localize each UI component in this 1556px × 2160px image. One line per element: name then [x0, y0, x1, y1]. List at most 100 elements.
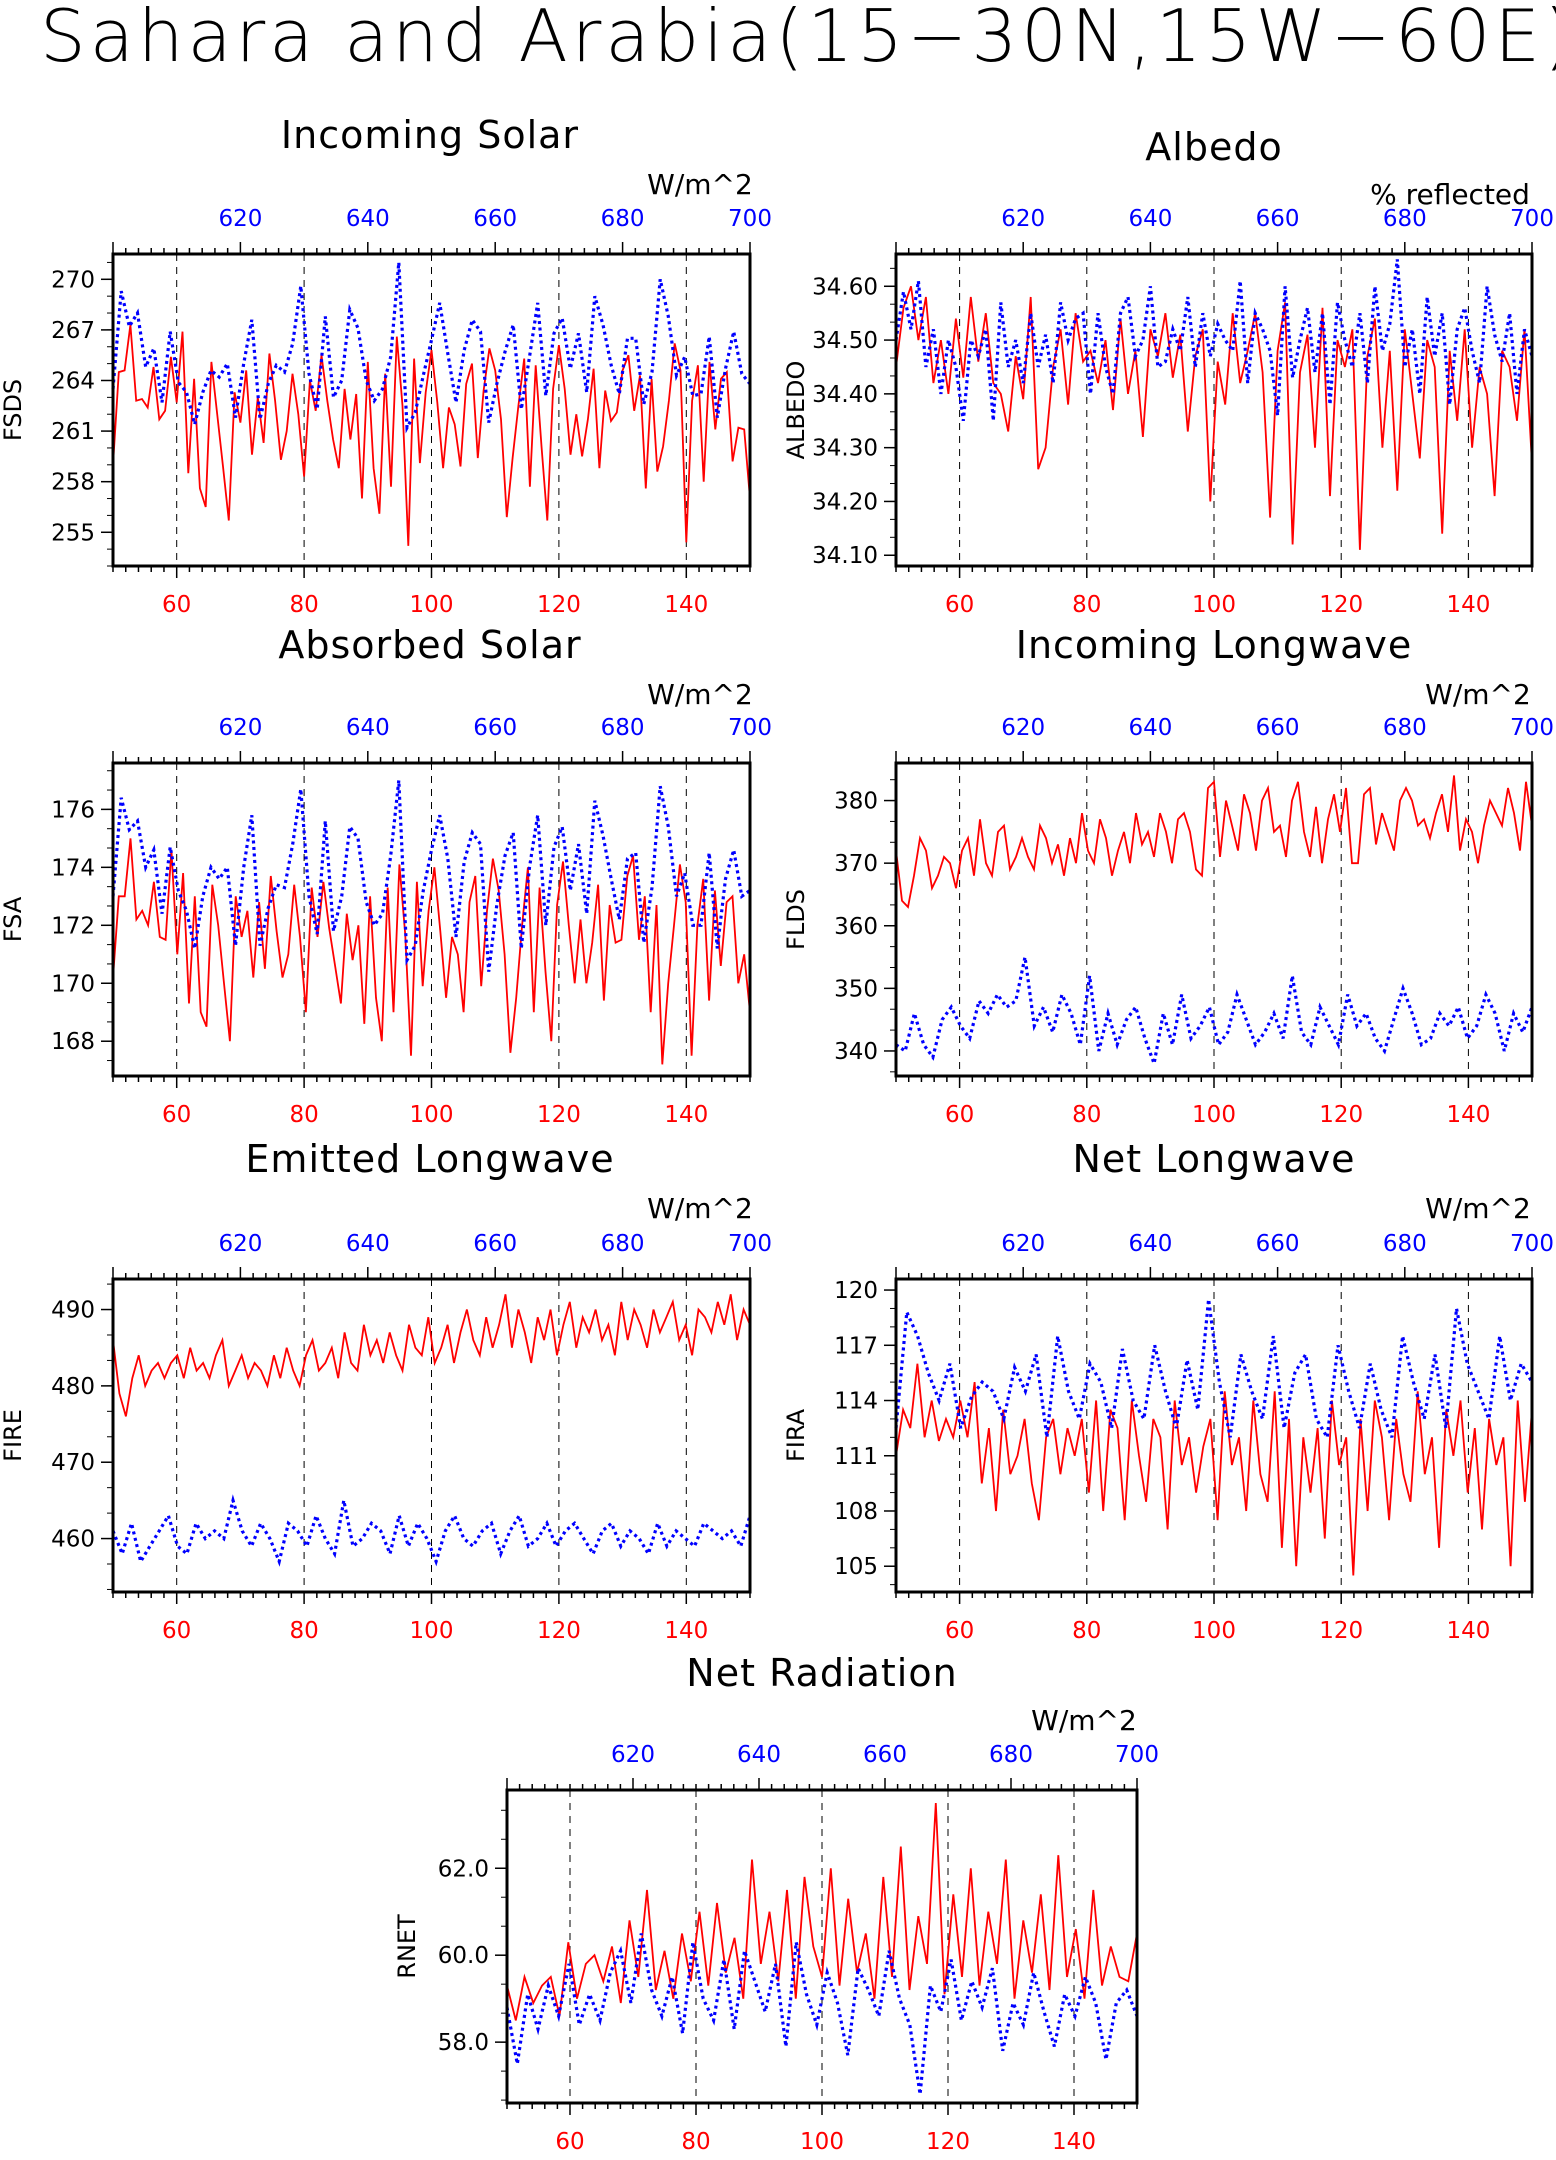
- x2-tick-label: 640: [1128, 206, 1172, 232]
- y-tick-label: 261: [51, 419, 95, 445]
- y-tick-label: 255: [51, 520, 95, 546]
- plot-frame: [111, 761, 752, 1078]
- panel-1: Incoming Solar W/m^2 60 80 100 120 140 620 640 66…: [0, 113, 772, 618]
- y-tick-label: 267: [51, 318, 95, 344]
- x-tick-label: 140: [1446, 1618, 1490, 1644]
- y-tick-label: 370: [834, 851, 878, 877]
- y-axis-label: FLDS: [782, 889, 810, 950]
- plot-frame: [505, 1788, 1139, 2105]
- x2-tick-label: 640: [1128, 1231, 1172, 1257]
- y-tick-label: 34.30: [812, 436, 878, 462]
- panel-title: Absorbed Solar: [278, 623, 581, 667]
- x2-tick-label: 620: [218, 715, 262, 741]
- x2-tick-label: 680: [601, 715, 645, 741]
- x2-tick-label: 660: [1256, 206, 1300, 232]
- y-tick-label: 60.0: [438, 1943, 489, 1969]
- y-tick-label: 460: [51, 1527, 95, 1553]
- x2-tick-label: 620: [1001, 206, 1045, 232]
- red-series-line: [895, 775, 1533, 909]
- x-tick-label: 100: [410, 592, 454, 618]
- x2-tick-label: 640: [346, 1231, 390, 1257]
- units-label: W/m^2: [647, 1192, 753, 1225]
- panel-4: Incoming Longwave W/m^2 60 80 100 120 140 620 64…: [782, 623, 1554, 1128]
- y-tick-label: 480: [51, 1374, 95, 1400]
- y-axis-label: ALBEDO: [782, 361, 810, 460]
- x-tick-label: 80: [1072, 1102, 1101, 1128]
- x-tick-label: 80: [289, 1102, 318, 1128]
- x2-tick-label: 640: [737, 1742, 781, 1768]
- x2-tick-label: 700: [1510, 715, 1554, 741]
- x2-tick-label: 660: [1256, 715, 1300, 741]
- y-tick-label: 340: [834, 1039, 878, 1065]
- x-tick-label: 120: [537, 1102, 581, 1128]
- x-tick-label: 120: [1319, 1102, 1363, 1128]
- units-label: W/m^2: [1425, 1192, 1531, 1225]
- x2-tick-label: 660: [1256, 1231, 1300, 1257]
- panel-7: Net Radiation W/m^2 60 80 100 120 140 620 640 660…: [393, 1651, 1159, 2155]
- y-tick-label: 34.50: [812, 328, 878, 354]
- x2-tick-label: 700: [728, 206, 772, 232]
- panel-3: Absorbed Solar W/m^2 60 80 100 120 140 620 640 66…: [0, 623, 772, 1128]
- panel-title: Incoming Longwave: [1016, 623, 1412, 667]
- y-tick-label: 270: [51, 267, 95, 293]
- x-tick-label: 60: [162, 592, 191, 618]
- red-series-line: [112, 1294, 751, 1417]
- red-series-line: [112, 324, 751, 546]
- x-tick-label: 60: [945, 1618, 974, 1644]
- x2-tick-label: 680: [601, 206, 645, 232]
- plot-frame: [111, 1277, 752, 1594]
- x2-tick-label: 700: [1510, 206, 1554, 232]
- x-tick-label: 120: [537, 1618, 581, 1644]
- x2-tick-label: 680: [1383, 1231, 1427, 1257]
- blue-series-line: [111, 1494, 752, 1567]
- x2-tick-label: 660: [473, 715, 517, 741]
- x2-tick-label: 620: [1001, 1231, 1045, 1257]
- x2-tick-label: 700: [1115, 1742, 1159, 1768]
- x-tick-label: 100: [1192, 1618, 1236, 1644]
- x-tick-label: 60: [555, 2129, 584, 2155]
- panel-title: Net Radiation: [686, 1651, 957, 1695]
- x-tick-label: 80: [289, 592, 318, 618]
- y-tick-label: 62.0: [438, 1856, 489, 1882]
- blue-series-line: [894, 1299, 1534, 1443]
- red-series-line: [112, 838, 751, 1065]
- x-tick-label: 80: [1072, 1618, 1101, 1644]
- y-tick-label: 34.60: [812, 274, 878, 300]
- x2-tick-label: 660: [863, 1742, 907, 1768]
- y-tick-label: 111: [834, 1444, 878, 1470]
- x2-tick-label: 660: [473, 206, 517, 232]
- x-tick-label: 80: [681, 2129, 710, 2155]
- x-tick-label: 140: [1446, 1102, 1490, 1128]
- y-tick-label: 58.0: [438, 2030, 489, 2056]
- red-series-line: [506, 1802, 1138, 2021]
- panel-title: Emitted Longwave: [245, 1137, 614, 1181]
- x-tick-label: 140: [1446, 592, 1490, 618]
- y-tick-label: 34.10: [812, 543, 878, 569]
- x2-tick-label: 640: [346, 206, 390, 232]
- units-label: W/m^2: [1031, 1704, 1137, 1737]
- x-tick-label: 100: [1192, 1102, 1236, 1128]
- y-tick-label: 168: [51, 1029, 95, 1055]
- y-tick-label: 264: [51, 368, 95, 394]
- y-tick-label: 170: [51, 971, 95, 997]
- blue-series-line: [895, 956, 1534, 1070]
- x-tick-label: 140: [664, 1618, 708, 1644]
- y-tick-label: 360: [834, 914, 878, 940]
- x2-tick-label: 700: [1510, 1231, 1554, 1257]
- y-axis-label: FSDS: [0, 379, 27, 441]
- y-tick-label: 490: [51, 1298, 95, 1324]
- x-tick-label: 120: [1319, 592, 1363, 618]
- y-tick-label: 350: [834, 976, 878, 1002]
- panel-title: Incoming Solar: [281, 113, 579, 157]
- y-axis-label: FSA: [0, 896, 27, 942]
- panel-6: Net Longwave W/m^2 60 80 100 120 140 620 640 660 6…: [782, 1137, 1554, 1644]
- x2-tick-label: 680: [601, 1231, 645, 1257]
- x-tick-label: 100: [410, 1618, 454, 1644]
- y-tick-label: 34.20: [812, 489, 878, 515]
- panel-title: Net Longwave: [1073, 1137, 1356, 1181]
- blue-series-line: [505, 1933, 1139, 2095]
- y-tick-label: 470: [51, 1450, 95, 1476]
- red-series-line: [895, 1363, 1533, 1576]
- y-tick-label: 176: [51, 797, 95, 823]
